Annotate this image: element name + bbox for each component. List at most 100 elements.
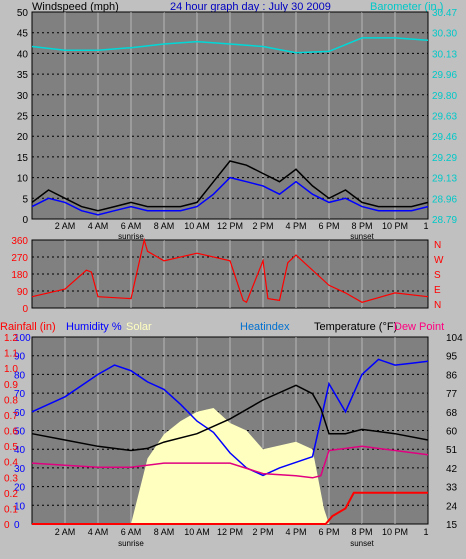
rain-tick-label: 0.5	[4, 442, 18, 453]
wind-tick-label: 35	[17, 70, 29, 81]
windspeed-line	[31, 160, 429, 212]
temperature-tick-label: 104	[446, 333, 463, 344]
time-tick-label: 4 AM	[88, 221, 109, 231]
temperature-tick-label: 60	[446, 427, 458, 438]
barometer-tick-label: 30.13	[432, 49, 457, 60]
barometer-tick-label: 29.63	[432, 112, 457, 123]
average-wind-line	[31, 176, 429, 216]
series-lines	[31, 37, 429, 525]
solar-area	[131, 408, 329, 524]
humidity-tick-label: 50	[14, 427, 26, 438]
rain-tick-label: 0.6	[4, 427, 18, 438]
wind-tick-label: 50	[17, 8, 29, 19]
gridlines	[32, 11, 428, 525]
rain-tick-label: 1.2	[4, 333, 18, 344]
time-tick-label: 6 PM	[318, 221, 339, 231]
time-tick-label: 6 AM	[121, 527, 142, 537]
rain-tick-label: 0	[4, 520, 10, 531]
temperature-tick-label: 42	[446, 464, 458, 475]
temperature-tick-label: 15	[446, 520, 458, 531]
wind-tick-label: 20	[17, 132, 29, 143]
time-end-label: 1	[423, 221, 428, 231]
time-tick-label: 4 AM	[88, 527, 109, 537]
compass-label: N	[434, 300, 441, 311]
temperature-tick-label: 33	[446, 483, 458, 494]
direction-tick-label: 90	[17, 287, 29, 298]
sunset-label: sunset	[350, 232, 374, 241]
barometer-axis-title: Barometer (in.)	[370, 1, 443, 13]
time-tick-label: 4 PM	[285, 221, 306, 231]
dewpoint-line	[31, 445, 429, 479]
time-tick-label: 2 AM	[55, 527, 76, 537]
time-tick-label: 4 PM	[285, 527, 306, 537]
axis-labels: 0510152025303540455028.7928.9629.1329.29…	[4, 8, 463, 548]
time-tick-label: 8 PM	[351, 527, 372, 537]
wind-tick-label: 0	[22, 215, 28, 226]
rain-tick-label: 0.9	[4, 380, 18, 391]
time-tick-label: 8 AM	[154, 221, 175, 231]
barometer-tick-label: 29.96	[432, 70, 457, 81]
humidity-tick-label: 60	[14, 408, 26, 419]
time-tick-label: 10 PM	[382, 527, 408, 537]
wind-tick-label: 45	[17, 29, 29, 40]
rain-tick-label: 0.1	[4, 504, 18, 515]
temperature-tick-label: 68	[446, 408, 458, 419]
direction-tick-label: 360	[11, 236, 28, 247]
humidity-tick-label: 0	[14, 520, 20, 531]
temperature-tick-label: 95	[446, 352, 458, 363]
humidity-tick-label: 20	[14, 483, 26, 494]
wind-tick-label: 25	[17, 112, 29, 123]
time-tick-label: 2 AM	[55, 221, 76, 231]
humidity-tick-label: 70	[14, 389, 26, 400]
rain-tick-label: 0.8	[4, 395, 18, 406]
time-tick-label: 6 PM	[318, 527, 339, 537]
time-tick-label: 2 PM	[252, 527, 273, 537]
wind-tick-label: 10	[17, 174, 29, 185]
legend-humidity: Humidity %	[66, 321, 122, 333]
direction-line	[31, 237, 429, 304]
sunset-label: sunset	[350, 539, 374, 548]
wind-tick-label: 15	[17, 153, 29, 164]
time-tick-label: 8 PM	[351, 221, 372, 231]
rainfall-line	[32, 491, 428, 525]
barometer-tick-label: 30.30	[432, 29, 457, 40]
humidity-tick-label: 40	[14, 445, 26, 456]
barometer-tick-label: 29.80	[432, 91, 457, 102]
legend-dewpoint: Dew Point	[394, 321, 444, 333]
rain-tick-label: 1.1	[4, 349, 18, 360]
sunrise-label: sunrise	[118, 539, 144, 548]
time-tick-label: 6 AM	[121, 221, 142, 231]
temperature-tick-label: 77	[446, 389, 458, 400]
legend-heatindex: Heatindex	[240, 321, 290, 333]
sunrise-label: sunrise	[118, 232, 144, 241]
barometer-tick-label: 29.13	[432, 174, 457, 185]
wind-tick-label: 5	[22, 194, 28, 205]
direction-tick-label: 180	[11, 270, 28, 281]
legend-solar: Solar	[126, 321, 152, 333]
rain-tick-label: 0.4	[4, 458, 18, 469]
rain-tick-label: 1.0	[4, 364, 18, 375]
wind-tick-label: 30	[17, 91, 29, 102]
temperature-tick-label: 86	[446, 370, 458, 381]
compass-label: N	[434, 240, 441, 251]
direction-tick-label: 270	[11, 253, 28, 264]
wind-tick-label: 40	[17, 49, 29, 60]
barometer-tick-label: 28.96	[432, 194, 457, 205]
humidity-tick-label: 10	[14, 501, 26, 512]
legend-rainfall: Rainfall (in)	[0, 321, 56, 333]
compass-label: W	[434, 255, 444, 266]
rain-tick-label: 0.3	[4, 473, 18, 484]
rain-tick-label: 0.7	[4, 411, 18, 422]
humidity-tick-label: 90	[14, 352, 26, 363]
barometer-tick-label: 28.79	[432, 215, 457, 226]
direction-tick-label: 0	[22, 304, 28, 315]
time-tick-label: 10 PM	[382, 221, 408, 231]
time-tick-label: 8 AM	[154, 527, 175, 537]
time-tick-label: 10 AM	[184, 221, 210, 231]
time-tick-label: 2 PM	[252, 221, 273, 231]
windspeed-axis-title: Windspeed (mph)	[32, 1, 119, 13]
temperature-tick-label: 51	[446, 445, 458, 456]
barometer-tick-label: 29.46	[432, 132, 457, 143]
time-tick-label: 12 PM	[217, 527, 243, 537]
